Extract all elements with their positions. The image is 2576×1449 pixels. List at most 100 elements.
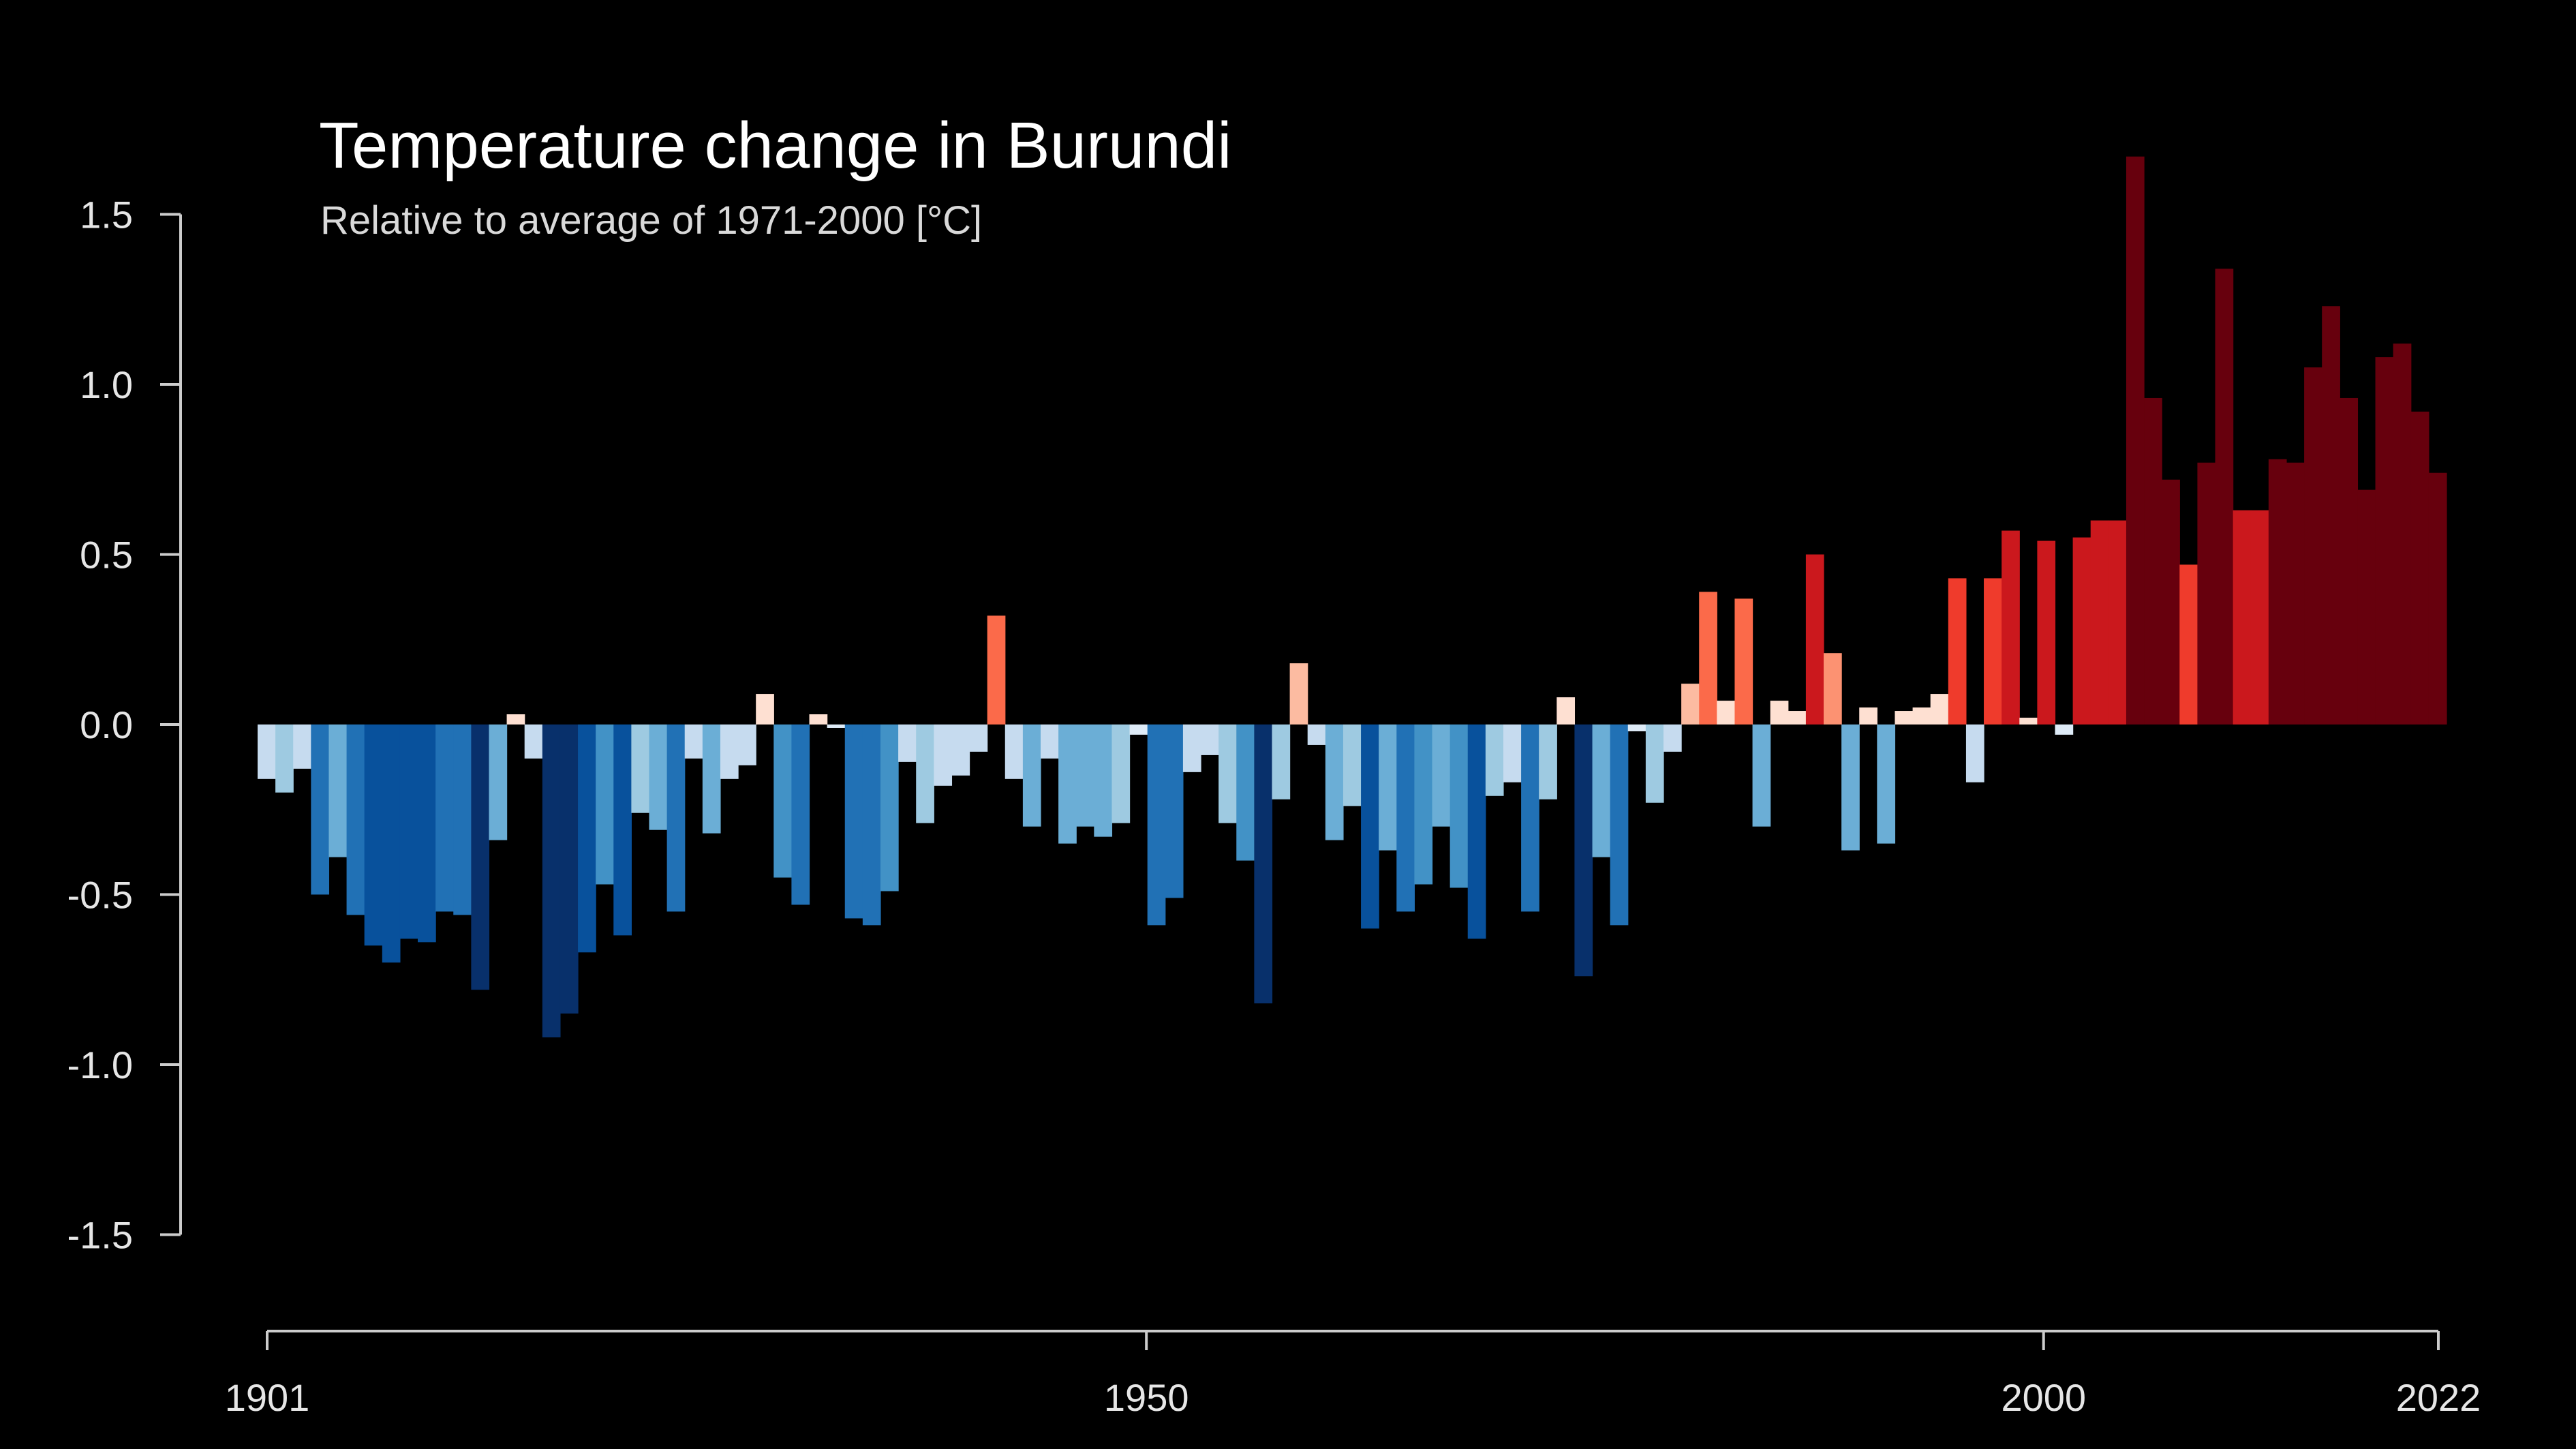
bar-1925	[684, 724, 703, 759]
bar-1933	[827, 724, 846, 728]
bar-2003	[2072, 537, 2091, 724]
bar-1992	[1877, 724, 1896, 844]
bar-1983	[1717, 701, 1736, 724]
bar-1978	[1627, 724, 1646, 731]
bar-1946	[1058, 724, 1077, 844]
bar-1974	[1557, 697, 1576, 724]
bar-1942	[987, 615, 1006, 724]
bar-1938	[916, 724, 934, 823]
bar-1963	[1361, 724, 1379, 929]
bar-1908	[382, 724, 401, 963]
bar-2012	[2233, 510, 2252, 724]
bar-1970	[1485, 724, 1504, 796]
bar-1966	[1414, 724, 1433, 885]
bar-1928	[738, 724, 756, 765]
bar-2000	[2019, 718, 2038, 724]
bar-1976	[1592, 724, 1611, 857]
bar-1921	[613, 724, 632, 936]
bar-2013	[2250, 510, 2269, 724]
bar-1940	[951, 724, 970, 776]
bar-1924	[666, 724, 686, 912]
bar-1980	[1663, 724, 1682, 752]
bar-1967	[1432, 724, 1451, 827]
bar-1936	[880, 724, 899, 891]
bar-2009	[2179, 564, 2198, 724]
bar-2011	[2215, 269, 2234, 725]
bar-1947	[1076, 724, 1094, 827]
bar-1937	[898, 724, 917, 762]
bar-1906	[346, 724, 365, 915]
bar-2004	[2090, 520, 2109, 724]
bar-1985	[1752, 724, 1771, 827]
y-tick-label: 1.5	[80, 194, 133, 237]
bar-1919	[578, 724, 596, 953]
x-tick-label: 2022	[2396, 1376, 2481, 1419]
bar-1993	[1895, 711, 1914, 724]
bar-1929	[756, 694, 774, 724]
bar-1926	[702, 724, 721, 834]
bar-1931	[791, 724, 810, 905]
bar-1905	[328, 724, 348, 857]
bar-1960	[1307, 724, 1326, 745]
y-tick-label: -1.0	[67, 1043, 134, 1086]
y-tick-label: 0.0	[80, 703, 133, 746]
bar-1968	[1450, 724, 1469, 888]
bar-1954	[1201, 724, 1219, 755]
bar-1997	[1965, 724, 1984, 782]
bar-1989	[1824, 653, 1842, 724]
bar-2019	[2357, 489, 2376, 724]
bar-1907	[364, 724, 383, 946]
bar-1999	[2002, 530, 2020, 724]
bar-1932	[809, 714, 828, 724]
bar-1977	[1610, 724, 1629, 926]
bar-2007	[2144, 397, 2162, 724]
y-tick-label: 1.0	[80, 363, 133, 406]
bar-1998	[1984, 578, 2002, 724]
bar-1939	[934, 724, 953, 786]
bar-1965	[1396, 724, 1415, 912]
bar-2008	[2162, 479, 2180, 724]
bar-2023	[2428, 472, 2447, 724]
bar-1909	[399, 724, 418, 939]
bar-1943	[1005, 724, 1024, 779]
bar-1922	[631, 724, 650, 813]
bar-1927	[720, 724, 739, 779]
bar-1994	[1912, 707, 1931, 724]
bar-1917	[542, 724, 561, 1038]
bar-1964	[1379, 724, 1397, 851]
bar-1934	[844, 724, 863, 919]
bar-1903	[293, 724, 311, 769]
bar-1984	[1734, 598, 1753, 724]
y-tick-label: -0.5	[67, 874, 134, 917]
bar-2002	[2055, 724, 2074, 735]
bar-1995	[1930, 694, 1949, 724]
y-tick-label: 0.5	[80, 534, 133, 577]
bar-1930	[773, 724, 793, 878]
bar-1914	[489, 724, 508, 840]
bar-1982	[1699, 592, 1717, 724]
bar-1953	[1182, 724, 1201, 772]
bar-1971	[1503, 724, 1522, 782]
bar-2022	[2410, 411, 2429, 724]
bar-1904	[311, 724, 330, 895]
bar-2014	[2268, 459, 2287, 724]
bar-1935	[862, 724, 881, 926]
bar-1916	[524, 724, 543, 759]
bar-1945	[1041, 724, 1059, 759]
bar-1949	[1111, 724, 1131, 823]
bar-1956	[1236, 724, 1255, 861]
bar-1901	[258, 724, 276, 779]
bar-1918	[559, 724, 579, 1014]
bar-1952	[1165, 724, 1184, 898]
bar-1913	[471, 724, 490, 990]
y-axis-ticks: 1.5 1.0 0.5 0.0 -0.5 -1.0 -1.5	[67, 194, 181, 1257]
chart-title: Temperature change in Burundi	[319, 109, 1232, 182]
bar-2001	[2037, 540, 2056, 724]
bar-2017	[2322, 306, 2340, 725]
x-tick-label: 1901	[225, 1376, 310, 1419]
bar-2021	[2393, 344, 2412, 724]
bar-1986	[1770, 701, 1789, 724]
bar-2010	[2197, 462, 2216, 724]
